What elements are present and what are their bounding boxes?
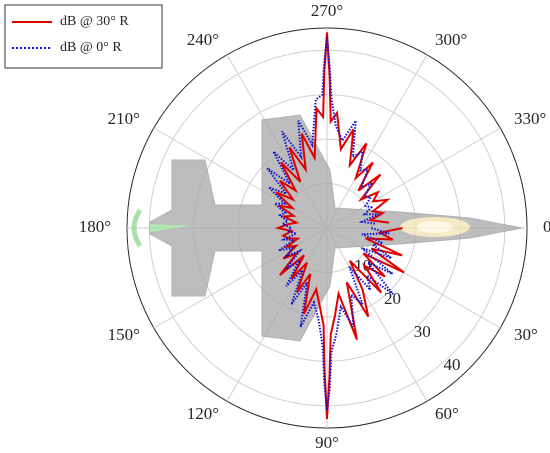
theta-tick-label: 90° xyxy=(315,433,339,452)
r-tick-label: 20 xyxy=(384,289,401,308)
theta-tick-label: 330° xyxy=(514,109,546,128)
theta-tick-label: 240° xyxy=(187,30,219,49)
theta-tick-label: 30° xyxy=(514,325,538,344)
legend-box xyxy=(4,4,163,69)
series-line xyxy=(274,32,405,420)
theta-tick-label: 120° xyxy=(187,404,219,423)
legend-label: dB @ 0° R xyxy=(60,40,122,55)
grid-spoke xyxy=(326,54,428,229)
legend: dB @ 30° R dB @ 0° R xyxy=(4,4,163,69)
grid-spoke xyxy=(326,227,428,402)
theta-tick-label: 0° xyxy=(543,217,550,236)
theta-tick-label: 150° xyxy=(108,325,140,344)
theta-tick-label: 180° xyxy=(79,217,111,236)
theta-tick-label: 300° xyxy=(435,30,467,49)
legend-label: dB @ 30° R xyxy=(60,14,129,29)
aircraft xyxy=(131,114,523,342)
series-line xyxy=(266,36,394,411)
theta-tick-label: 210° xyxy=(108,109,140,128)
r-tick-label: 40 xyxy=(443,355,460,374)
r-tick-label: 30 xyxy=(414,322,431,341)
theta-tick-label: 270° xyxy=(311,1,343,20)
theta-tick-label: 60° xyxy=(435,404,459,423)
